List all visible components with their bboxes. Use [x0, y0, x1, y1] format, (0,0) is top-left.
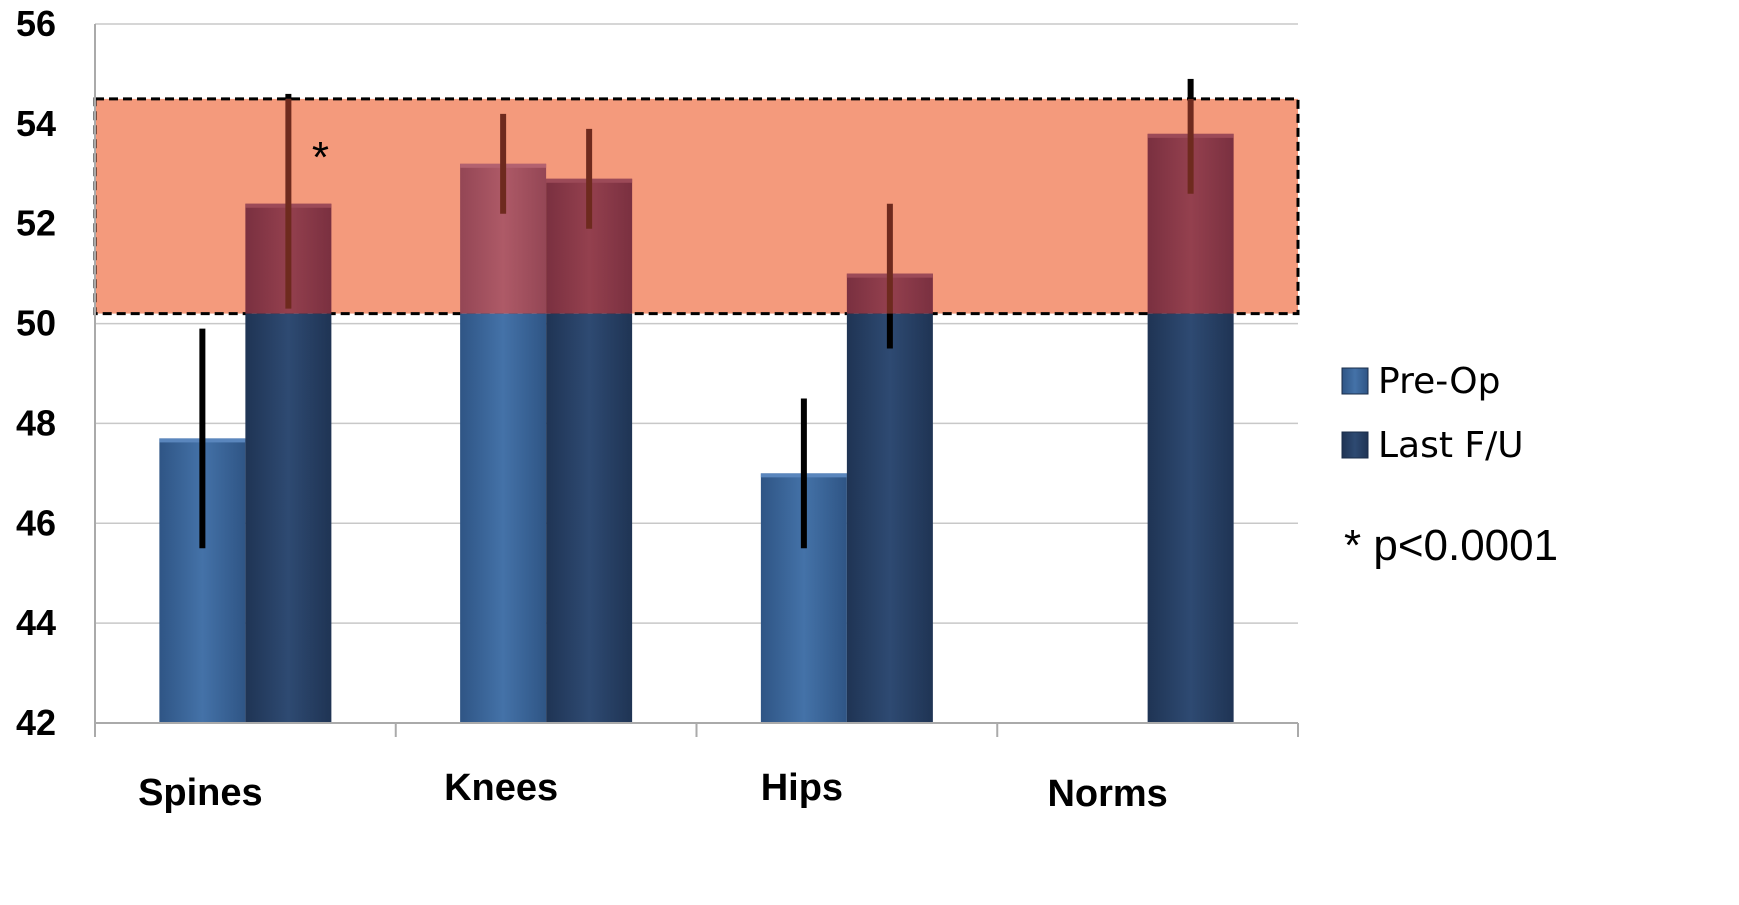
x-tick-label: Norms: [1047, 773, 1167, 815]
y-tick-label: 54: [16, 103, 56, 144]
bar: [1147, 313, 1234, 723]
p-value-note: * p<0.0001: [1344, 521, 1558, 570]
bar: [546, 313, 633, 723]
axes-layer: 42 44 46 48 50 52 54 56 Spines Knees Hips Norms *: [16, 3, 1299, 815]
legend-swatch: [1341, 431, 1369, 459]
y-tick-label: 52: [16, 203, 56, 244]
y-tick-label: 44: [16, 602, 56, 643]
bar: [460, 313, 547, 723]
bar: [846, 313, 933, 723]
significance-marker: *: [312, 133, 329, 182]
legend-label: Pre-Op: [1378, 361, 1500, 402]
legend-label: Last F/U: [1378, 425, 1524, 466]
x-tick-label: Hips: [761, 767, 843, 809]
x-tick-label: Knees: [444, 767, 558, 809]
y-tick-label: 46: [16, 502, 56, 543]
error-bars-layer: [199, 78, 1194, 549]
legend-swatch: [1341, 367, 1369, 395]
y-tick-label: 42: [16, 702, 56, 743]
bar: [245, 313, 332, 723]
y-tick-label: 48: [16, 402, 56, 443]
bars-layer: [159, 133, 1234, 723]
x-tick-label: Spines: [138, 772, 263, 814]
legend: Pre-Op Last F/U * p<0.0001: [1341, 361, 1558, 570]
y-tick-label: 50: [16, 303, 56, 344]
y-tick-label: 56: [16, 3, 56, 44]
